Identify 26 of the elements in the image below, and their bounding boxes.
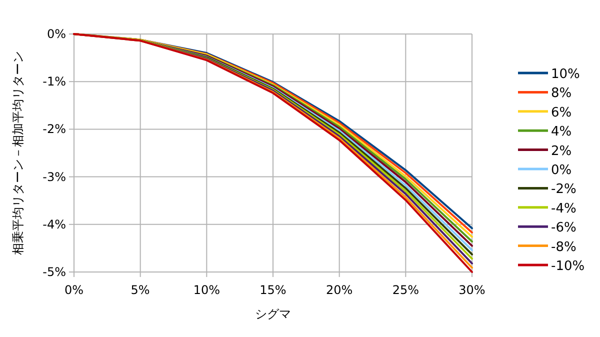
legend-label: -2% [551, 182, 576, 198]
y-axis-title: 相乗平均リターン－相加平均リターン [11, 51, 25, 255]
legend-label: -10% [551, 259, 585, 274]
y-tick-label: -5% [42, 265, 66, 279]
x-tick-label: 20% [326, 283, 353, 297]
x-axis-title: シグマ [255, 307, 291, 321]
x-tick-label: 30% [458, 283, 486, 297]
legend-label: 2% [551, 144, 572, 159]
x-tick-label: 10% [193, 283, 220, 297]
legend-label: 6% [551, 105, 572, 120]
legend-label: -8% [551, 240, 576, 255]
y-tick-label: 0% [46, 27, 66, 41]
x-tick-label: 25% [392, 283, 420, 297]
legend-label: 10% [551, 67, 580, 82]
x-tick-label: 5% [130, 283, 150, 297]
legend-label: 0% [551, 163, 572, 178]
legend-label: 8% [551, 86, 572, 102]
x-tick-label: 15% [260, 283, 286, 297]
y-tick-label: -1% [42, 74, 66, 89]
y-tick-label: -3% [42, 170, 66, 184]
legend-label: 4% [551, 124, 572, 140]
y-tick-label: -4% [42, 217, 66, 232]
legend-label: -4% [551, 201, 576, 216]
x-tick-label: 0% [64, 283, 84, 297]
legend-label: -6% [551, 220, 576, 236]
y-tick-label: -2% [42, 122, 66, 136]
